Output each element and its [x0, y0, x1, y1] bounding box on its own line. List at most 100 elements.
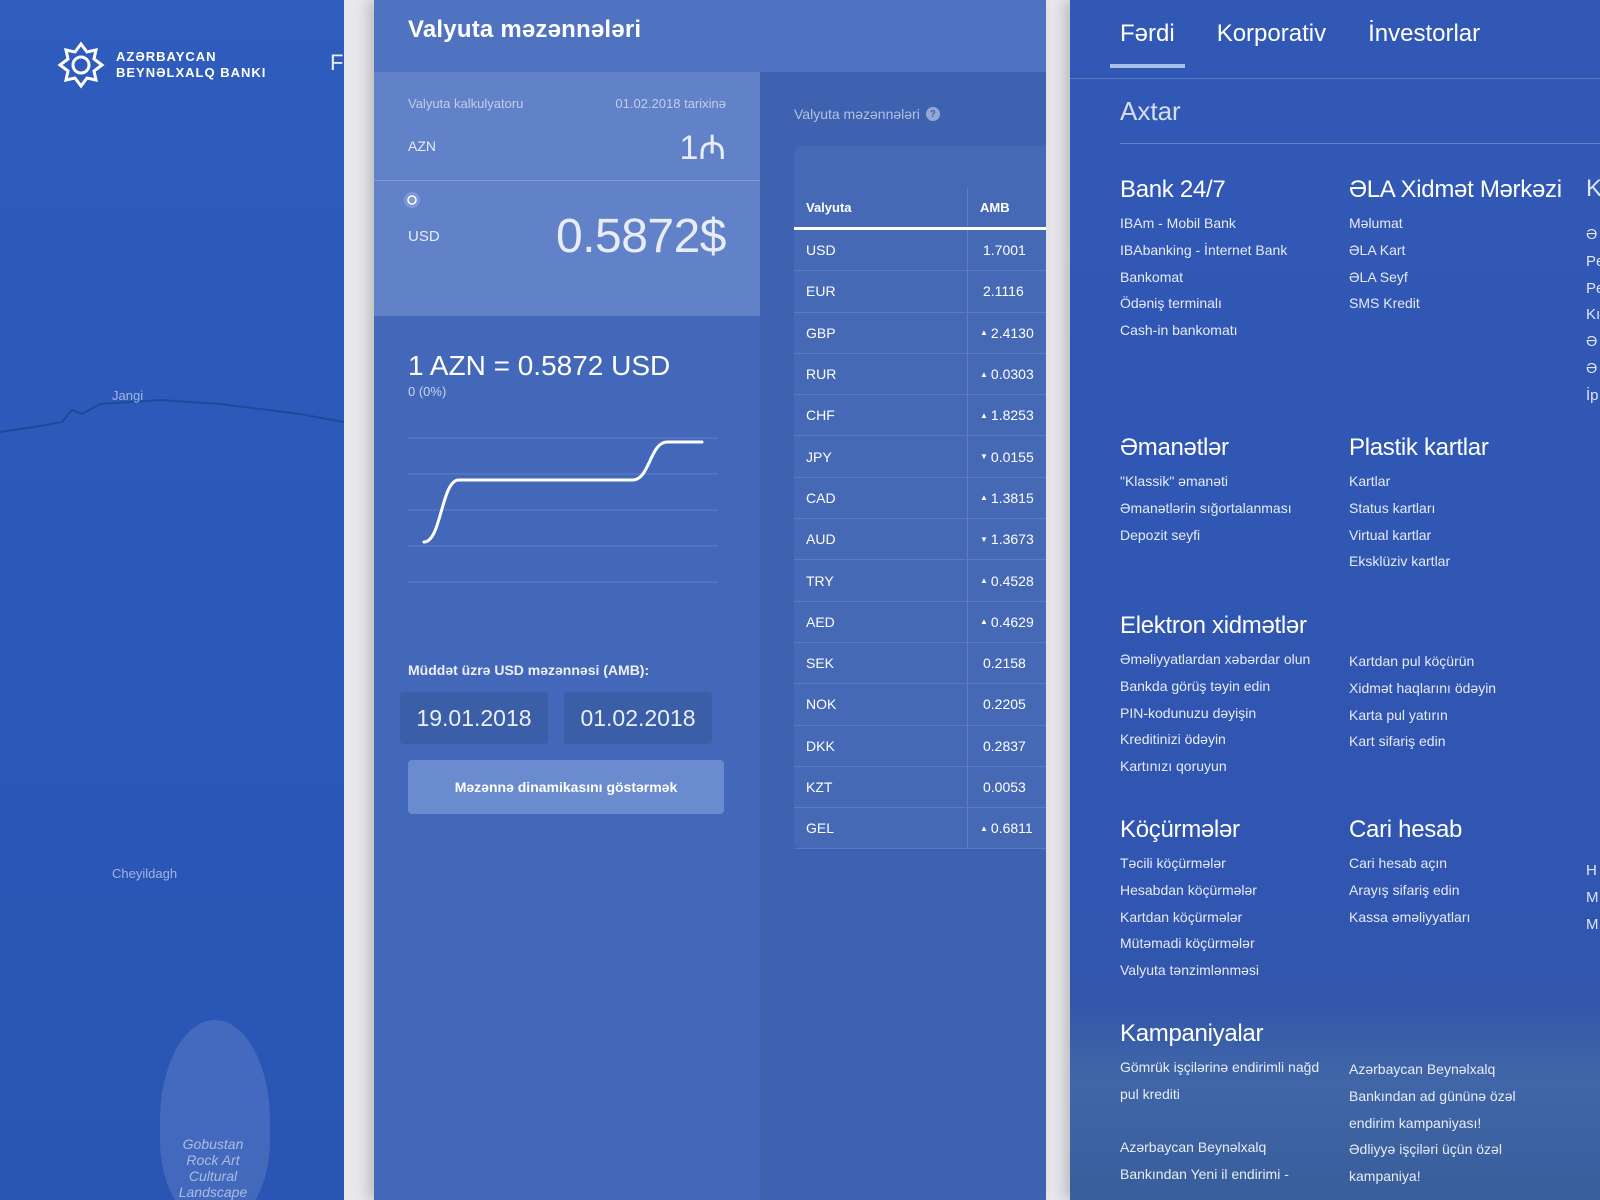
menu-link[interactable]: kampaniya!: [1349, 1168, 1421, 1185]
rate-value: 0.2205: [983, 696, 1026, 713]
rate-value: 1.7001: [983, 242, 1026, 259]
gobustan-line3: Cultural: [188, 1168, 238, 1184]
menu-link[interactable]: "Klassik" əmanəti: [1120, 473, 1228, 489]
show-dynamics-button[interactable]: Məzənnə dinamikasını göstərmək: [408, 760, 724, 814]
menu-link[interactable]: [1120, 1108, 1319, 1135]
menu-section-title[interactable]: Əmanətlər: [1120, 434, 1229, 461]
menu-link[interactable]: Status kartları: [1349, 499, 1436, 516]
table-row: SEK 0.2158: [794, 642, 1046, 685]
menu-link[interactable]: pul krediti: [1120, 1085, 1180, 1102]
menu-link[interactable]: Azərbaycan Beynəlxalq: [1120, 1139, 1267, 1156]
currency-header: Valyuta məzənnələri: [374, 0, 1046, 72]
bank-logo[interactable]: AZƏRBAYCAN BEYNƏLXALQ BANKI: [56, 40, 266, 90]
arrow-down-icon: ▼: [980, 534, 988, 544]
currency-code: CAD: [794, 477, 968, 519]
menu-link[interactable]: Əməliyyatlardan xəbərdar olun: [1120, 651, 1311, 667]
currency-rate: 0.2205: [968, 684, 1026, 724]
menu-link[interactable]: Depozit seyfi: [1120, 526, 1201, 543]
header-currency: Valyuta: [794, 188, 968, 227]
cut-off-text: Ə: [1586, 333, 1598, 351]
menu-section: Elektron xidmətlər Əməliyyatlardan xəbərd…: [1120, 612, 1310, 780]
tab-investorlar[interactable]: İnvestorlar: [1368, 20, 1481, 47]
cut-off-text: Pe: [1586, 252, 1600, 270]
menu-link[interactable]: Kassa əməliyyatları: [1349, 908, 1471, 925]
menu-link[interactable]: Eksklüziv kartlar: [1349, 553, 1451, 570]
currency-code: GEL: [794, 808, 968, 849]
menu-link[interactable]: Kartınızı qoruyun: [1120, 758, 1227, 775]
menu-link[interactable]: Əmanətlərin sığortalanması: [1120, 499, 1292, 516]
from-currency-row[interactable]: AZN 1₼: [374, 111, 760, 181]
currency-title: Valyuta məzənnələri: [408, 16, 642, 43]
menu-link[interactable]: Xidmət haqlarını ödəyin: [1349, 679, 1497, 696]
menu-section-title[interactable]: Köçürmələr: [1120, 816, 1240, 843]
table-row: CAD ▲ 1.3815: [794, 477, 1046, 520]
menu-link[interactable]: Kartlar: [1349, 473, 1391, 489]
date-to-input[interactable]: 01.02.2018: [564, 692, 712, 744]
rate-summary: 1 AZN = 0.5872 USD 0 (0%): [408, 350, 670, 399]
bank-logo-icon: [57, 41, 105, 89]
menu-link[interactable]: Virtual kartlar: [1349, 526, 1432, 543]
menu-link[interactable]: Kart sifariş edin: [1349, 733, 1446, 750]
menu-link[interactable]: Bankından Yeni il endirimi -: [1120, 1166, 1289, 1183]
menu-link[interactable]: endirim kampaniyası!: [1349, 1114, 1482, 1131]
menu-link[interactable]: IBAbanking - İnternet Bank: [1120, 241, 1288, 258]
map-label-jangi: Jangi: [112, 388, 144, 403]
rate-value: 0.2837: [983, 737, 1026, 754]
menu-section-title[interactable]: Kampaniyalar: [1120, 1020, 1264, 1047]
menu-link[interactable]: ƏLA Kart: [1349, 241, 1406, 258]
menu-link[interactable]: ƏLA Seyf: [1349, 268, 1408, 285]
bank-name-line2: BEYNƏLXALQ BANKI: [116, 65, 267, 80]
map-label-gobustan: Gobustan Rock Art Cultural Landscape: [168, 1136, 258, 1200]
table-row: NOK 0.2205: [794, 684, 1046, 726]
arrow-down-icon: ▼: [980, 452, 988, 462]
search-input[interactable]: Axtar: [1120, 96, 1181, 126]
menu-section-title[interactable]: Bank 24/7: [1120, 176, 1226, 203]
arrow-up-icon: ▲: [980, 493, 988, 503]
from-currency-input[interactable]: 1₼: [679, 128, 726, 167]
help-icon[interactable]: ?: [925, 107, 940, 121]
rate-value: 0.0053: [983, 779, 1026, 795]
tab-korporativ[interactable]: Korporativ: [1216, 20, 1327, 47]
menu-link[interactable]: Valyuta tənzimlənməsi: [1120, 962, 1260, 979]
from-currency-code: AZN: [408, 137, 436, 154]
date-from-input[interactable]: 19.01.2018: [400, 692, 548, 744]
menu-link[interactable]: Cari hesab açın: [1349, 855, 1448, 871]
menu-link[interactable]: Bankomat: [1120, 268, 1184, 285]
menu-link[interactable]: Ödəniş terminalı: [1120, 295, 1222, 312]
menu-section-title[interactable]: ƏLA Xidmət Mərkəzi: [1349, 176, 1562, 203]
menu-section-title[interactable]: Elektron xidmətlər: [1120, 612, 1307, 639]
table-row: TRY ▲ 0.4528: [794, 560, 1046, 602]
menu-link[interactable]: Kreditinizi ödəyin: [1120, 731, 1226, 748]
to-currency-row[interactable]: USD 0.5872$: [374, 181, 760, 291]
menu-link[interactable]: Bankda görüş təyin edin: [1120, 677, 1271, 694]
rate-value: 0.0155: [990, 448, 1034, 465]
menu-section-title[interactable]: Plastik kartlar: [1349, 434, 1489, 461]
tab-ferdi[interactable]: Fərdi: [1110, 20, 1185, 68]
menu-link[interactable]: Məlumat: [1349, 215, 1403, 231]
menu-link[interactable]: Mütəmadi köçürmələr: [1120, 935, 1255, 952]
swap-currency-icon[interactable]: [402, 190, 422, 210]
menu-link[interactable]: Kartdan pul köçürün: [1349, 653, 1475, 669]
menu-link[interactable]: Cash-in bankomatı: [1120, 322, 1238, 339]
menu-link[interactable]: IBAm - Mobil Bank: [1120, 215, 1236, 231]
currency-code: TRY: [794, 560, 968, 601]
menu-link[interactable]: Azərbaycan Beynəlxalq: [1349, 1061, 1496, 1077]
menu-link[interactable]: Ədliyyə işçiləri üçün özəl: [1349, 1141, 1502, 1158]
table-row: CHF ▲ 1.8253: [794, 395, 1046, 437]
menu-link[interactable]: Təcili köçürmələr: [1120, 855, 1226, 871]
menu-link[interactable]: Hesabdan köçürmələr: [1120, 881, 1257, 898]
menu-link[interactable]: Gömrük işçilərinə endirimli nağd: [1120, 1059, 1320, 1075]
menu-section-title[interactable]: [1349, 1020, 1516, 1050]
menu-link[interactable]: Karta pul yatırın: [1349, 706, 1448, 723]
menu-link[interactable]: Kartdan köçürmələr: [1120, 908, 1243, 925]
menu-section: Plastik kartlar Kartlar Status kartları Vir…: [1349, 434, 1489, 575]
menu-link[interactable]: SMS Kredit: [1349, 295, 1420, 312]
menu-link[interactable]: Arayış sifariş edin: [1349, 881, 1460, 898]
background-sea: [1070, 1000, 1600, 1200]
menu-section-title[interactable]: [1349, 612, 1496, 642]
menu-link[interactable]: Bankından ad gününə özəl: [1349, 1087, 1516, 1104]
menu-link[interactable]: PIN-kodunuzu dəyişin: [1120, 704, 1257, 721]
rates-title: Valyuta məzənnələri ?: [794, 106, 940, 122]
cut-off-text: Pe: [1586, 279, 1600, 297]
menu-section-title[interactable]: Cari hesab: [1349, 816, 1463, 843]
